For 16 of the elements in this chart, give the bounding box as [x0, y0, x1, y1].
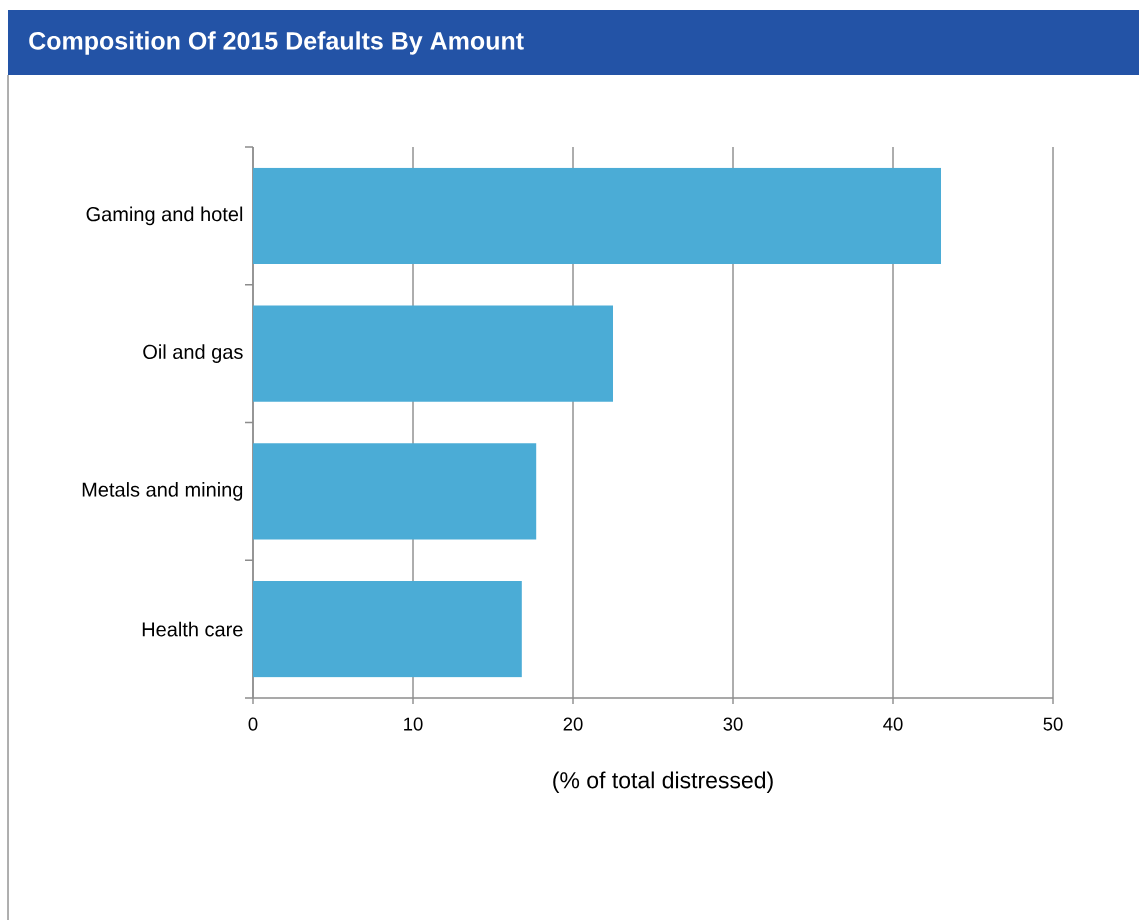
x-tick-label: 10 — [404, 717, 423, 731]
y-tick-label: Oil and gas — [143, 344, 243, 363]
bar — [253, 443, 537, 540]
x-tick-label: 40 — [883, 717, 903, 731]
bar — [253, 580, 522, 678]
x-tick-label: 0 — [248, 717, 258, 731]
y-tick-label: Metals and mining — [82, 482, 243, 501]
x-tick-label: 30 — [723, 717, 743, 731]
y-tick-label: Health care — [142, 621, 243, 637]
bar — [253, 305, 614, 402]
bar — [253, 167, 942, 265]
y-tick-label: Gaming and hotel — [86, 206, 243, 226]
x-axis-title: (% of total distressed) — [553, 771, 773, 793]
chart-title: Composition Of 2015 Defaults By Amount — [29, 31, 524, 55]
x-tick-label: 50 — [1043, 717, 1063, 731]
x-tick-label: 20 — [563, 717, 583, 731]
